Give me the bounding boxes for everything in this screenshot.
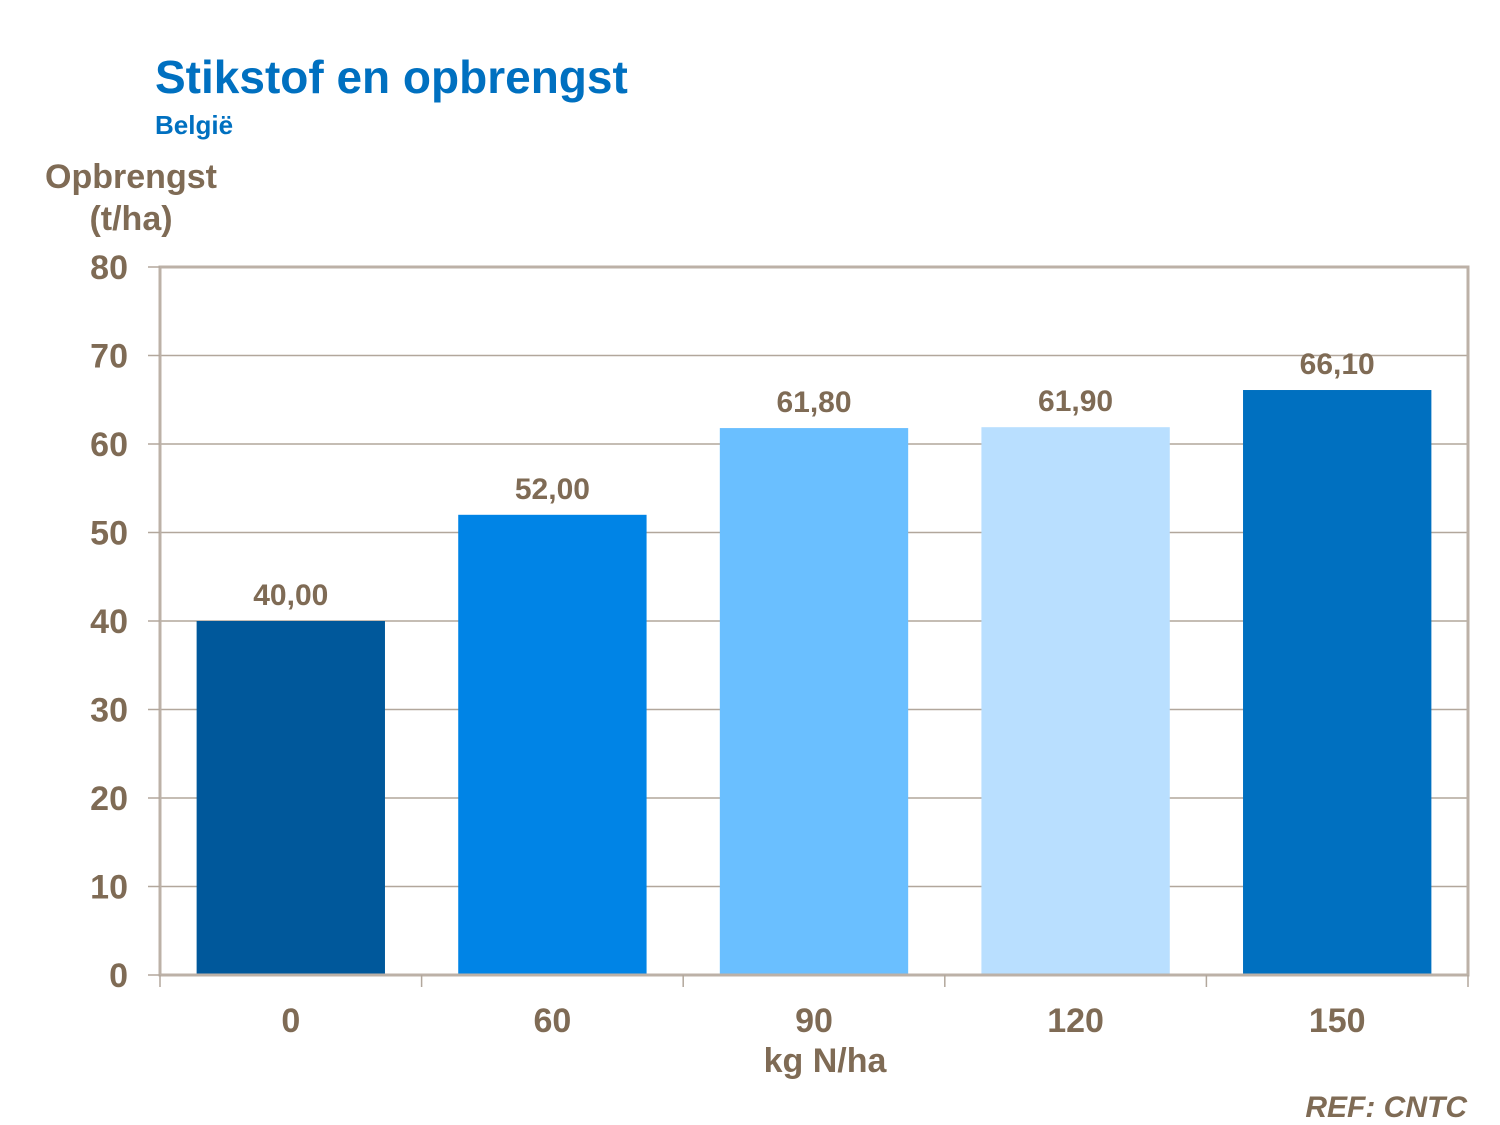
y-tick-label: 60 (90, 426, 128, 464)
source-reference: REF: CNTC (1305, 1091, 1468, 1124)
y-tick-label: 70 (90, 338, 128, 376)
data-label: 61,90 (1038, 385, 1113, 418)
bar (719, 428, 909, 975)
bar (196, 621, 385, 975)
data-label: 52,00 (515, 473, 590, 506)
y-tick-label: 50 (90, 515, 128, 553)
y-tick-label: 40 (90, 603, 128, 641)
y-axis-label-line2: (t/ha) (89, 200, 172, 238)
data-label: 40,00 (253, 579, 328, 612)
data-label: 61,80 (776, 386, 851, 419)
x-axis-label: kg N/ha (764, 1042, 888, 1080)
x-tick-label: 150 (1309, 1002, 1366, 1040)
y-tick-label: 30 (90, 692, 128, 730)
bar (981, 427, 1170, 975)
chart-subtitle: België (155, 110, 233, 140)
bar (458, 514, 647, 975)
chart-title: Stikstof en opbrengst (155, 51, 628, 103)
y-tick-label: 10 (90, 869, 128, 907)
data-label: 66,10 (1300, 348, 1375, 381)
y-tick-label: 20 (90, 780, 128, 818)
x-tick-label: 60 (533, 1002, 571, 1040)
x-tick-label: 120 (1047, 1002, 1104, 1040)
bar (1243, 390, 1432, 975)
x-tick-label: 0 (281, 1002, 300, 1040)
y-axis-label-line1: Opbrengst (45, 158, 217, 196)
x-tick-label: 90 (795, 1002, 833, 1040)
y-tick-label: 0 (109, 957, 128, 995)
y-tick-label: 80 (90, 249, 128, 287)
